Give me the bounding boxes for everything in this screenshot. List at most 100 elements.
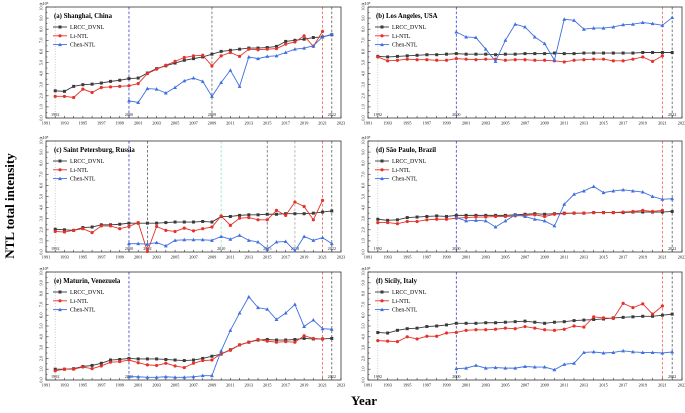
y-tick-label: 2.0	[39, 356, 44, 361]
subplot-f-sicily-chart: 1992 2000 2022 ×10⁵ 0.0 1.0 2.0 3.0 4.0 5.0 6.0 7.0…	[361, 266, 685, 387]
legend: LRCC_DVNL Li-NTL Chen-NTL	[53, 290, 105, 314]
x-tick-label: 1991	[42, 382, 51, 387]
x-tick-label: 2003	[481, 254, 490, 259]
reference-vlines: 1992 2000 2022	[374, 7, 676, 118]
y-tick-label: 1.0	[39, 238, 44, 243]
y-tick-label: 4.0	[39, 334, 44, 339]
legend-label: Li-NTL	[70, 168, 89, 174]
x-tick-label: 2011	[226, 254, 234, 259]
series-Chen-NTL	[127, 294, 334, 379]
y-tick-label: 6.0	[39, 313, 44, 318]
reference-vlines: 1992 2000 2009 2022	[51, 7, 336, 118]
x-tick-label: 2017	[281, 382, 290, 387]
x-tick-label: 2009	[540, 120, 549, 125]
y-tick-label: 10.0	[39, 268, 44, 276]
x-tick-label: 2013	[245, 254, 254, 259]
y-tick-label: 0.0	[39, 115, 44, 120]
y-tick-label: 0.0	[361, 115, 366, 120]
vline-year-label: 2018	[291, 246, 299, 251]
y-tick-label: 9.0	[361, 15, 366, 20]
y-tick-label: 7.0	[39, 172, 44, 177]
x-tick-label: 2013	[580, 120, 589, 125]
x-tick-label: 2005	[501, 254, 510, 259]
vline-year-label: 1992	[374, 246, 382, 251]
x-tick-label: 1995	[79, 120, 88, 125]
x-tick-label: 1993	[383, 254, 392, 259]
y-tick-label: 10.0	[361, 268, 366, 276]
x-tick-label: 1991	[364, 254, 373, 259]
subplot-c-saint-petersburg-chart: 1992 2000 2002 2010 2015 2018 2022 ×10⁵ 0.0 1.0 2.…	[39, 135, 346, 259]
x-tick-label: 2019	[638, 120, 647, 125]
y-tick-label: 10.0	[361, 137, 366, 145]
y-tick-label: 8.0	[361, 27, 366, 32]
x-tick-label: 1997	[97, 120, 106, 125]
x-tick-label: 2013	[245, 120, 254, 125]
x-tick-label: 2005	[501, 382, 510, 387]
series-line	[55, 335, 323, 372]
series-Chen-NTL	[454, 15, 675, 63]
x-tick-label: 2007	[521, 382, 530, 387]
subplot-a-shanghai-chart: 1992 2000 2009 2022 ×10⁵ 0.0 1.0 2.0 3.0 4.0 5.0 6.…	[39, 1, 346, 125]
x-tick-label: 2005	[171, 120, 180, 125]
x-tick-label: 2013	[245, 382, 254, 387]
x-tick-label: 1991	[364, 120, 373, 125]
reference-vlines: 1992200020022010201520182022	[51, 141, 336, 252]
x-tick-label: 2021	[318, 254, 327, 259]
reference-vlines: 1992 2000 2022	[374, 272, 676, 380]
x-tick-label: 2019	[300, 120, 309, 125]
vline-year-label: 2022	[328, 374, 336, 379]
x-tick-label: 1999	[115, 120, 124, 125]
y-axis-exponent: ×10⁵	[40, 135, 49, 140]
x-tick-label: 2001	[462, 120, 471, 125]
x-tick-label: 1993	[60, 382, 69, 387]
series-LRCC_DVNL	[376, 312, 674, 335]
y-tick-label: 2.0	[361, 356, 366, 361]
legend: LRCC_DVNL Li-NTL Chen-NTL	[375, 25, 427, 49]
vline-year-label: 1992	[374, 112, 382, 117]
y-tick-label: 5.0	[39, 323, 44, 328]
y-axis-exponent: ×10⁵	[362, 1, 371, 6]
x-tick-label: 1993	[383, 382, 392, 387]
x-tick-label: 2009	[208, 120, 217, 125]
x-tick-label: 1997	[423, 382, 432, 387]
x-tick-label: 2001	[462, 254, 471, 259]
legend-label: Chen-NTL	[392, 177, 418, 183]
x-tick-label: 2023	[337, 120, 345, 125]
x-tick-label: 2005	[171, 382, 180, 387]
y-tick-label: 4.0	[361, 205, 366, 210]
y-tick-label: 10.0	[39, 3, 44, 11]
x-tick-label: 2009	[540, 382, 549, 387]
y-tick-label: 8.0	[39, 161, 44, 166]
y-tick-label: 8.0	[39, 27, 44, 32]
legend: LRCC_DVNL Li-NTL Chen-NTL	[375, 159, 427, 183]
legend-label: LRCC_DVNL	[392, 290, 427, 296]
series-line	[377, 302, 663, 343]
vline-year-label: 2000	[125, 112, 133, 117]
x-tick-label: 1999	[442, 120, 451, 125]
y-tick-label: 9.0	[39, 15, 44, 20]
vline-year-label: 2022	[328, 246, 336, 251]
y-tick-label: 0.0	[39, 377, 44, 382]
axes: ×10⁵0.01.02.03.04.05.06.07.08.09.010.019…	[361, 135, 685, 259]
vline-year-label: 2000	[452, 112, 460, 117]
x-tick-label: 2013	[580, 382, 589, 387]
y-tick-label: 2.0	[39, 227, 44, 232]
x-tick-label: 1991	[42, 120, 51, 125]
x-tick-label: 1995	[79, 254, 88, 259]
x-tick-label: 2023	[337, 382, 345, 387]
y-tick-label: 2.0	[39, 93, 44, 98]
legend-label: Chen-NTL	[392, 43, 418, 49]
legend: LRCC_DVNL Li-NTL Chen-NTL	[53, 25, 105, 49]
subplot-title: (e) Maturin, Venezuela	[54, 278, 121, 285]
x-tick-label: 1995	[403, 382, 412, 387]
vline-year-label: 2000	[452, 246, 460, 251]
subplot-title: (d) São Paulo, Brazil	[376, 147, 436, 154]
x-tick-label: 1993	[60, 254, 69, 259]
y-tick-label: 10.0	[39, 137, 44, 145]
y-tick-label: 6.0	[361, 183, 366, 188]
legend-label: LRCC_DVNL	[392, 25, 427, 31]
x-tick-label: 1997	[97, 254, 106, 259]
y-tick-label: 2.0	[361, 227, 366, 232]
x-tick-label: 2011	[560, 254, 568, 259]
x-tick-label: 2003	[481, 120, 490, 125]
